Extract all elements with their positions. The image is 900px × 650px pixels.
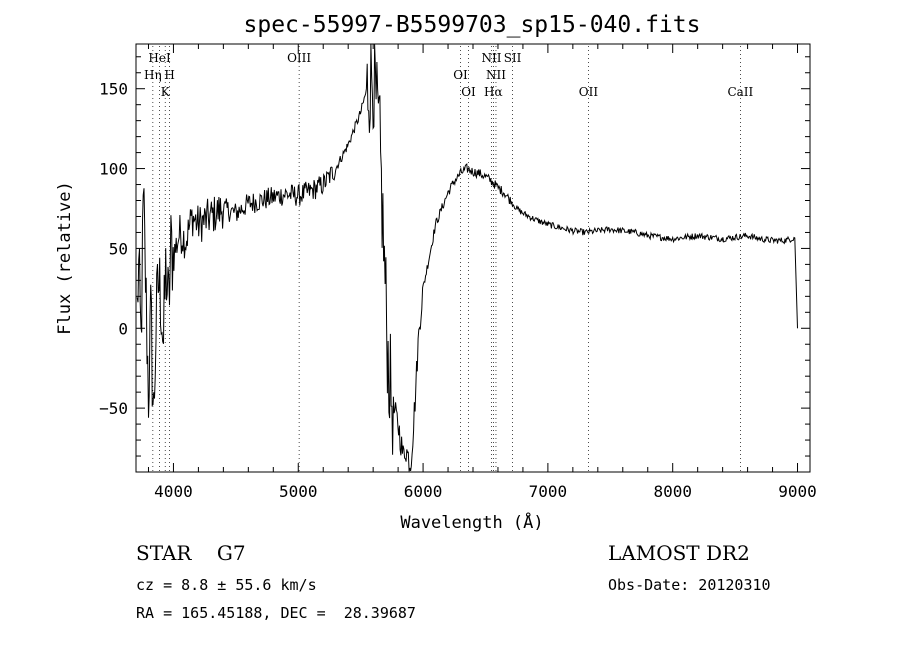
emission-line-label: CaII [727,85,753,99]
coordinates: RA = 165.45188, DEC = 28.39687 [136,604,416,622]
object-subclass: G7 [216,541,246,565]
y-tick-label: 50 [109,239,128,258]
survey-name: LAMOST DR2 [608,541,750,565]
object-class: STAR G7 [136,541,246,565]
emission-line-label: HeI [148,51,171,65]
x-tick-label: 4000 [154,482,193,501]
emission-line-label: NII [486,68,506,82]
emission-line-label: SII [504,51,522,65]
x-tick-label: 7000 [529,482,568,501]
y-tick-label: 100 [99,160,128,179]
object-type: STAR [136,541,192,565]
emission-line-label: OII [579,85,599,99]
emission-line-label: K [161,85,171,99]
emission-line-label: OIII [287,51,311,65]
x-axis-ticks: 4000 5000 6000 7000 8000 9000 [147,44,817,501]
x-tick-label: 8000 [653,482,692,501]
emission-line-label: Hη [144,68,162,82]
y-axis-label: Flux (relative) [55,181,75,335]
x-tick-label: 9000 [778,482,817,501]
observation-date: Obs-Date: 20120310 [608,576,771,594]
redshift-cz: cz = 8.8 ± 55.6 km/s [136,576,317,594]
y-axis-ticks: −50 0 50 100 150 [99,56,810,457]
x-tick-label: 6000 [404,482,443,501]
chart-title: spec-55997-B5599703_sp15-040.fits [244,12,701,38]
emission-line-markers [152,46,741,472]
spectrum-series-line [136,43,798,472]
emission-line-label: NII [481,51,501,65]
x-tick-label: 5000 [279,482,318,501]
plot-frame [135,43,811,473]
y-tick-label: −50 [99,399,128,418]
emission-line-label: OI [461,85,476,99]
emission-line-label: Hα [484,85,503,99]
x-axis-label: Wavelength (Å) [400,511,543,533]
y-tick-label: 0 [118,319,128,338]
emission-line-label: H [164,68,174,82]
y-tick-label: 150 [99,80,128,99]
emission-line-label: OI [453,68,468,82]
